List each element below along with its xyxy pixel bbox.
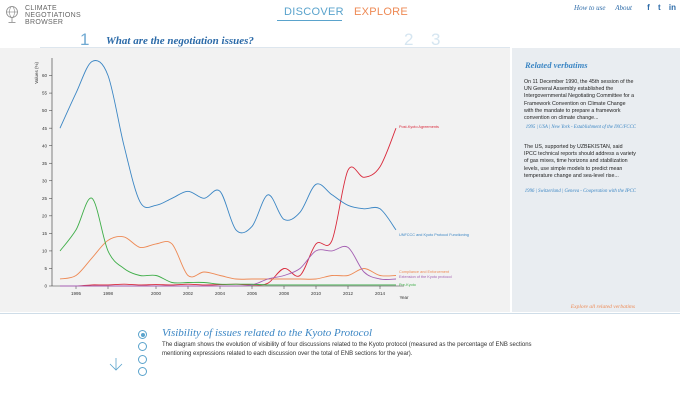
logo[interactable]: CLIMATE NEGOTIATIONS BROWSER [5, 5, 81, 30]
issue-radio-1[interactable] [138, 330, 147, 339]
explore-all-verbatims-link[interactable]: Explore all related verbatims [570, 304, 635, 310]
y-tick-label: 20 [42, 213, 48, 218]
step-1[interactable]: 1 [80, 30, 90, 49]
x-tick-label: 2008 [279, 291, 290, 296]
issue-radio-3[interactable] [138, 355, 147, 364]
series-label: Compliance and Enforcement [399, 270, 450, 274]
x-tick-label: 2004 [215, 291, 226, 296]
logo-line: CLIMATE [25, 5, 57, 12]
x-tick-label: 1998 [103, 291, 114, 296]
issues-line-chart: 0 5 10 15 20 25 30 35 40 45 50 55 60 1995 1998 2000 2002… [34, 58, 469, 300]
series-label: UNFCCC and Kyoto Protocol Functioning [399, 233, 469, 237]
y-tick-label: 30 [42, 178, 48, 183]
y-tick-label: 0 [44, 284, 47, 289]
verbatim-text: The US, supported by UZBEKISTAN, said IP… [524, 144, 636, 179]
y-tick-label: 50 [42, 108, 48, 113]
series-line [59, 197, 396, 286]
series-line [59, 60, 397, 234]
nav-active-underline [277, 20, 342, 21]
x-axis-label: Year [399, 295, 409, 300]
globe-icon [6, 6, 18, 23]
series-label: Pre-Kyoto [399, 283, 416, 287]
y-tick-label: 60 [42, 73, 48, 78]
logo-line: BROWSER [25, 19, 64, 26]
section-title: Visibility of issues related to the Kyot… [162, 327, 373, 339]
x-tick-label: 2002 [183, 291, 194, 296]
series-line [59, 245, 397, 287]
y-tick-label: 5 [44, 266, 47, 271]
issue-radio-2[interactable] [138, 342, 147, 351]
verbatims-title: Related verbatims [525, 60, 588, 70]
y-tick-label: 35 [42, 161, 48, 166]
nav-discover[interactable]: DISCOVER [284, 6, 344, 18]
y-tick-label: 10 [42, 249, 48, 254]
issue-radio-4[interactable] [138, 367, 147, 376]
y-axis-label: Values (%) [34, 62, 39, 84]
verbatim-source[interactable]: 1996 | Switzerland | Geneva - Cooperatio… [524, 189, 636, 194]
chart-panel [0, 48, 510, 312]
step-divider [40, 47, 510, 48]
x-tick-label: 2010 [311, 291, 322, 296]
series-line [59, 128, 397, 287]
about-link[interactable]: About [615, 4, 632, 12]
y-tick-label: 40 [42, 143, 48, 148]
verbatims-panel: Related verbatims On 11 December 1990, t… [512, 48, 680, 312]
how-to-use-link[interactable]: How to use [574, 4, 606, 12]
facebook-icon[interactable]: f [647, 3, 650, 12]
y-tick-label: 55 [42, 91, 48, 96]
series-label: Post-Kyoto Agreements [399, 125, 439, 129]
social-links: f t in [641, 3, 676, 12]
step-title: What are the negotiation issues? [106, 35, 254, 47]
step-2[interactable]: 2 [404, 30, 414, 49]
section-description: The diagram shows the evolution of visib… [162, 342, 532, 357]
x-tick-label: 2000 [151, 291, 162, 296]
linkedin-icon[interactable]: in [668, 3, 676, 12]
step-3[interactable]: 3 [431, 30, 441, 49]
logo-line: NEGOTIATIONS [25, 12, 81, 19]
x-tick-label: 1995 [71, 291, 82, 296]
series-label: Extension of the Kyoto protocol [399, 275, 452, 279]
series-line [59, 235, 397, 280]
top-links: How to use About [566, 4, 632, 12]
verbatim-source[interactable]: 1995 | USA | New York - Establishment of… [525, 125, 636, 130]
nav-explore[interactable]: EXPLORE [354, 6, 409, 18]
section-divider [0, 313, 680, 314]
y-tick-label: 25 [42, 196, 48, 201]
x-tick-label: 2006 [247, 291, 258, 296]
x-tick-label: 2014 [375, 291, 386, 296]
y-tick-label: 15 [42, 231, 48, 236]
y-tick-label: 45 [42, 126, 48, 131]
verbatim-text: On 11 December 1990, the 45th session of… [524, 79, 635, 122]
logo-text: CLIMATE NEGOTIATIONS BROWSER [25, 5, 95, 26]
scroll-down-icon[interactable] [109, 357, 123, 371]
x-tick-label: 2012 [343, 291, 354, 296]
twitter-icon[interactable]: t [657, 3, 661, 12]
